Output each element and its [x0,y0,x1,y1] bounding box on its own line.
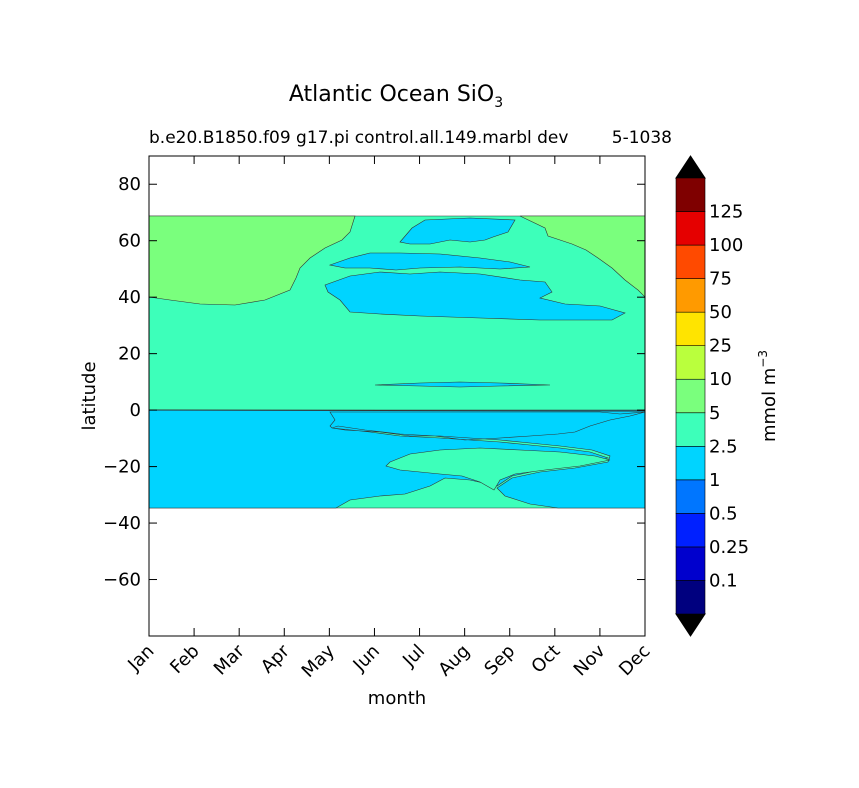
y-tick-label: 80 [118,174,141,195]
y-tick-label: −20 [103,457,141,478]
colorbar-tick-label: 10 [709,369,732,390]
contour-region-5-10-right [519,215,645,298]
x-tick-label: Mar [210,640,249,679]
x-tick-label: Sep [480,641,519,680]
x-tick-label: Jan [123,641,158,676]
x-tick-label: Oct [527,641,564,678]
colorbar-tick-label: 0.1 [709,570,738,591]
colorbar-label-superscript: −3 [756,350,770,368]
colorbar-tick-label: 50 [709,302,732,323]
chart-subtitle-right: 5-1038 [612,128,672,148]
y-tick-label: −40 [103,513,141,534]
x-tick-label: Aug [434,641,474,681]
y-tick-label: 0 [130,400,141,421]
x-tick-label: Nov [570,640,610,680]
colorbar-swatch [675,345,706,380]
chart-title-subscript: 3 [494,95,503,111]
contour-region-1-2.5-north-strip [328,252,531,271]
x-tick-label: Jul [398,641,429,672]
colorbar-tick-label: 1 [709,470,720,491]
x-tick-label: Dec [615,641,654,680]
y-tick-label: 60 [118,231,141,252]
colorbar-swatch [675,446,706,481]
colorbar-tick-label: 2.5 [709,436,738,457]
colorbar-swatch [675,479,706,514]
colorbar-swatch [675,244,706,279]
y-axis-label: latitude [79,361,100,430]
colorbar-swatch [675,278,706,313]
plot-frame [148,155,646,637]
colorbar-tick-label: 100 [709,235,743,256]
x-axis-label: month [368,688,426,709]
colorbar-tick-label: 0.25 [709,537,749,558]
colorbar-swatch [675,211,706,246]
chart-title: Atlantic Ocean SiO3 [289,82,503,111]
x-tick-label: Feb [166,641,203,678]
plot-area [149,156,645,636]
y-axis-ticks: −60 −40 −20 0 20 40 60 80 [103,174,645,591]
contour-region-2.5-5-south-tongue [385,447,611,491]
contour-region-1-2.5-equatorial [374,381,551,388]
colorbar-tick-label: 75 [709,269,732,290]
x-tick-label: Apr [257,640,294,677]
contour-region-1-2.5-north-main [324,271,626,321]
chart-subtitle: b.e20.B1850.f09 g17.pi control.all.149.m… [149,128,568,148]
colorbar-swatch [675,378,706,414]
colorbar-swatch [675,412,706,447]
colorbar-swatch [675,580,706,615]
colorbar-swatch [675,546,706,581]
contour-region-5-10-left [149,215,356,306]
colorbar-swatch [675,177,706,212]
colorbar-tick-label: 125 [709,202,743,223]
x-tick-label: May [298,640,339,681]
colorbar-swatch [675,311,706,346]
colorbar-tick-label: 0.5 [709,503,738,524]
contour-line-equator [149,409,645,412]
y-tick-label: −60 [103,570,141,591]
y-tick-label: 20 [118,344,141,365]
colorbar-extend-under [675,613,706,637]
colorbar-swatch [675,513,706,548]
y-tick-label: 40 [118,287,141,308]
colorbar-extend-over [675,155,706,179]
colorbar-label: mmol m−3 [756,350,780,442]
contour-region-1-2.5-north-top [399,217,516,245]
colorbar: 0.1 0.25 0.5 1 2.5 5 10 25 50 75 100 125 [675,155,749,637]
colorbar-tick-label: 25 [709,336,732,357]
colorbar-tick-label: 5 [709,403,720,424]
x-tick-label: Jun [349,641,384,676]
